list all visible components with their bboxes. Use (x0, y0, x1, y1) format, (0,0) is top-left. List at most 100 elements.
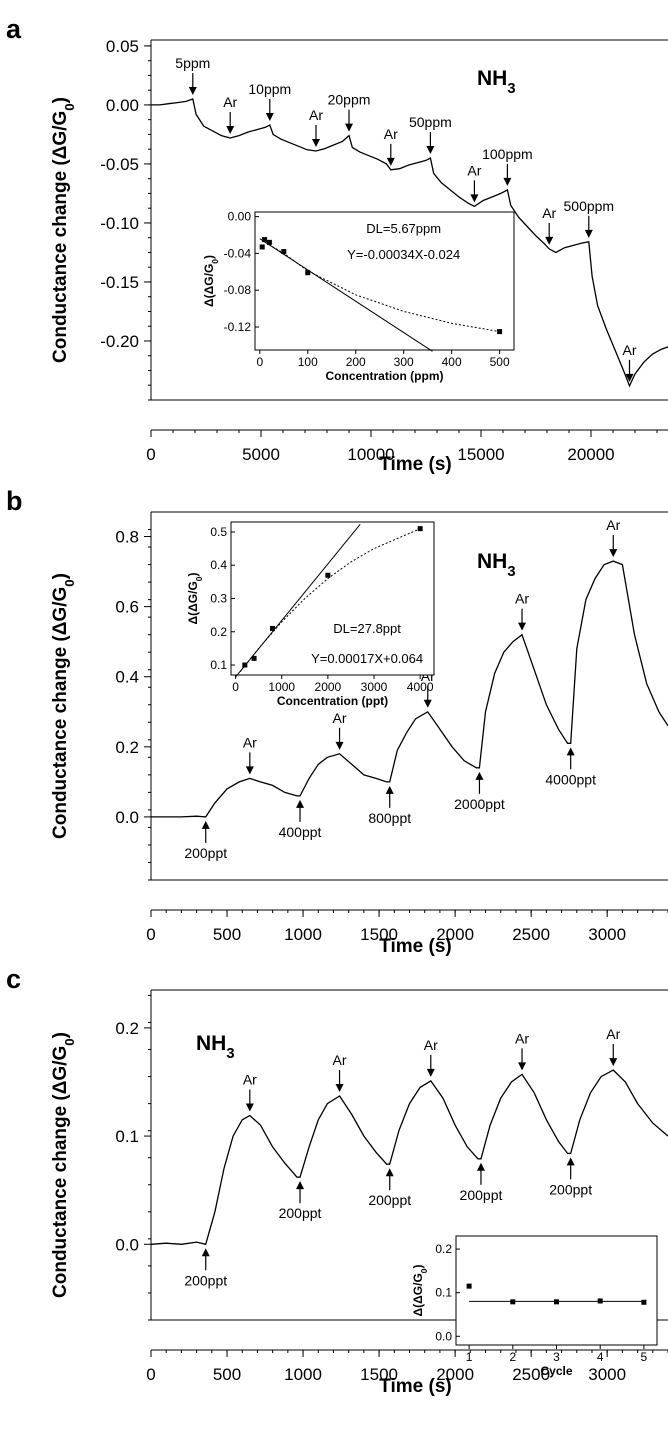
annotation-label: 400ppt (279, 824, 322, 840)
inset-x-label: Concentration (ppt) (277, 694, 388, 708)
annotation-arrowhead (518, 622, 527, 631)
x-tick-label: 2000 (436, 1365, 474, 1384)
inset-data-point (325, 572, 331, 578)
label-end: ) (50, 1032, 71, 1038)
inset-y-tick-label: 0.1 (435, 1286, 452, 1300)
inset-y-tick-label: 0.5 (210, 525, 227, 539)
inset-data-point (554, 1299, 559, 1305)
x-tick-label: 1500 (360, 1365, 398, 1384)
y-tick-label: 0.05 (106, 37, 139, 56)
annotation-arrowhead (426, 146, 435, 155)
y-tick-label: -0.20 (100, 332, 139, 351)
inset-y-label: Δ(ΔG/G0) (186, 573, 204, 625)
inset-data-point (259, 244, 265, 250)
gas-label: NH3 (196, 1032, 235, 1062)
inset-y-tick-label: -0.04 (224, 246, 252, 260)
annotation-label: 800ppt (368, 810, 411, 826)
inset-data-point (281, 249, 287, 255)
inset-x-label: Concentration (ppm) (326, 369, 444, 383)
x-tick-label: 0 (146, 925, 155, 944)
label-end: ) (50, 573, 71, 579)
annotation-label: Ar (223, 94, 237, 110)
inset-data-point (242, 662, 248, 668)
annotation-label: 200ppt (184, 1272, 227, 1288)
inset-data-point (262, 237, 268, 243)
annotation-arrowhead (201, 820, 210, 829)
annotation-arrowhead (265, 112, 274, 121)
label-sub: 0 (419, 1268, 429, 1273)
y-axis-label: Conductance change (ΔG/G0) (50, 1032, 77, 1298)
inset-x-tick-label: 2 (509, 1350, 516, 1364)
x-tick-label: 2000 (436, 925, 474, 944)
y-tick-label: 0.1 (115, 1127, 139, 1146)
series-line (151, 560, 668, 818)
y-tick-label: 0.2 (115, 738, 139, 757)
annotation-arrowhead (625, 373, 634, 382)
inset-y-tick-label: 0.4 (210, 558, 227, 572)
inset-fit-curve (239, 528, 421, 673)
x-tick-label: 20000 (567, 445, 614, 464)
annotation-label: 5ppm (175, 55, 210, 71)
panel-letter: b (6, 486, 23, 516)
annotation-label: 20ppm (328, 92, 371, 108)
annotation-label: Ar (384, 126, 398, 142)
inset-fit-equation: Y=0.00017X+0.064 (311, 651, 423, 666)
annotation-label: 100ppm (482, 146, 533, 162)
inset-y-label: Δ(ΔG/G0) (411, 1265, 429, 1317)
x-tick-label: 10000 (347, 445, 394, 464)
y-tick-label: -0.05 (100, 155, 139, 174)
x-tick-label: 3000 (588, 1365, 626, 1384)
label-sub: 0 (62, 103, 77, 110)
y-tick-label: 0.00 (106, 96, 139, 115)
panel-letter: a (6, 14, 22, 44)
annotation-label: 200ppt (184, 845, 227, 861)
annotation-arrowhead (385, 785, 394, 794)
annotation-label: 200ppt (549, 1181, 592, 1197)
inset-data-point (510, 1299, 516, 1305)
inset-y-tick-label: 0.0 (435, 1329, 452, 1343)
annotation-arrowhead (609, 1058, 618, 1067)
inset-x-tick-label: 3000 (361, 680, 388, 694)
inset-frame (230, 521, 435, 676)
inset-x-label: Cycle (540, 1364, 572, 1378)
annotation-arrowhead (296, 1181, 305, 1190)
annotation-arrowhead (335, 741, 344, 750)
inset-y-tick-label: 0.3 (210, 592, 227, 606)
inset-data-point (466, 1283, 472, 1289)
inset-data-point (270, 625, 276, 631)
annotation-label: Ar (467, 162, 481, 178)
x-axis-label: Time (s) (379, 454, 452, 475)
inset-data-point (305, 270, 311, 276)
inset-x-tick-label: 400 (442, 355, 462, 369)
annotation-arrowhead (566, 1157, 575, 1166)
annotation-label: 50ppm (409, 114, 452, 130)
inset-fit-equation: Y=-0.00034X-0.024 (347, 247, 460, 262)
annotation-arrowhead (609, 549, 618, 558)
annotation-label: 4000ppt (545, 771, 596, 787)
annotation-arrowhead (584, 229, 593, 238)
series-line (150, 1069, 668, 1246)
x-tick-label: 500 (213, 1365, 241, 1384)
series-line (151, 98, 668, 388)
inset-data-point (266, 239, 272, 245)
annotation-arrowhead (245, 766, 254, 775)
inset-x-tick-label: 200 (346, 355, 366, 369)
label-sub: 0 (210, 259, 220, 264)
label-main: Conductance change (ΔG/G (50, 1046, 71, 1298)
annotation-label: 10ppm (248, 81, 291, 97)
annotation-label: Ar (542, 205, 556, 221)
annotation-arrowhead (345, 123, 353, 132)
annotation-arrowhead (385, 1168, 394, 1177)
annotation-label: 2000ppt (454, 796, 505, 812)
x-tick-label: 15000 (457, 445, 504, 464)
x-tick-label: 0 (146, 445, 155, 464)
inset-y-label: Δ(ΔG/G0) (202, 255, 220, 307)
label-end: ) (202, 255, 216, 259)
annotation-label: 200ppt (279, 1205, 322, 1221)
y-tick-label: 0.2 (115, 1019, 139, 1038)
x-tick-label: 2500 (512, 925, 550, 944)
x-tick-label: 3000 (588, 925, 626, 944)
annotation-label: Ar (515, 1030, 529, 1046)
